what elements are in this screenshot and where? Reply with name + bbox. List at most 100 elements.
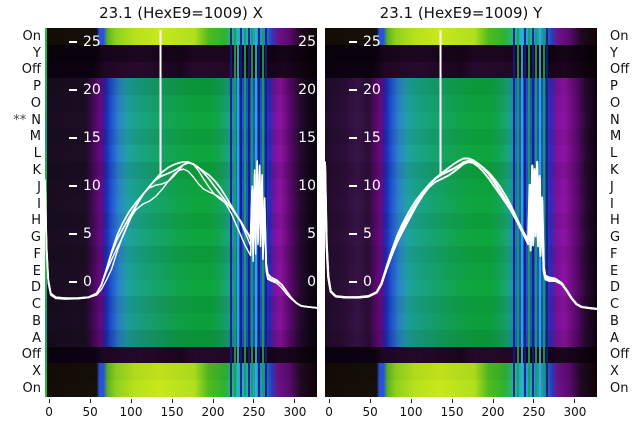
heatmap-stripe: [265, 28, 267, 397]
y-tick-label: 25: [349, 34, 381, 50]
row-label: G: [610, 230, 621, 246]
heatmap-stripe: [524, 28, 526, 397]
heatmap-stripe: [546, 28, 548, 397]
y-tick-label-right: 0: [307, 274, 316, 290]
row-label: O: [610, 95, 621, 111]
row-label: K: [32, 163, 41, 178]
y-tick-label: 5: [69, 226, 92, 242]
row-label: I: [37, 196, 41, 212]
row-label: G: [30, 230, 41, 246]
tick-dash: [69, 281, 77, 283]
x-tick-label: 300: [283, 405, 307, 419]
x-tick-mark: [328, 399, 330, 403]
x-tick-mark: [294, 399, 296, 403]
row-label: D: [30, 280, 41, 296]
signal-traces: [325, 30, 597, 311]
x-tick-mark: [89, 399, 91, 403]
x-tick-label: 300: [563, 405, 587, 419]
x-tick-mark: [533, 399, 535, 403]
row-label: On: [22, 380, 41, 396]
trace-line: [45, 168, 317, 309]
row-label: X: [610, 364, 619, 380]
y-tick-label: 20: [69, 82, 101, 98]
x-tick-label: 250: [242, 405, 266, 419]
y-tick-label-right: 15: [298, 129, 316, 146]
heatmap-stripe: [237, 28, 239, 397]
tick-dash: [349, 185, 357, 187]
x-axis-left: 0 50 100 150 200 250 300: [45, 397, 317, 427]
x-tick-mark: [410, 399, 412, 403]
x-tick-label: 50: [82, 405, 98, 419]
y-tick-label: 10: [69, 178, 101, 194]
tick-dash: [349, 233, 357, 235]
x-tick-mark: [253, 399, 255, 403]
row-marker: **: [13, 112, 27, 128]
x-tick-mark: [492, 399, 494, 403]
row-label: N: [610, 112, 620, 128]
x-tick-label: 50: [362, 405, 378, 419]
x-tick-mark: [48, 399, 50, 403]
x-tick-label: 100: [119, 405, 143, 419]
y-tick-label: 5: [349, 226, 372, 242]
y-tick-label-right: 20: [298, 81, 316, 98]
row-label: Y: [610, 45, 618, 61]
x-tick-mark: [130, 399, 132, 403]
row-label: On: [610, 380, 629, 396]
x-tick-label: 200: [201, 405, 225, 419]
x-tick-mark: [171, 399, 173, 403]
row-label: L: [610, 146, 618, 162]
tick-dash: [349, 89, 357, 91]
x-tick-label: 200: [481, 405, 505, 419]
row-label: Off: [610, 347, 630, 363]
x-tick-mark: [574, 399, 576, 403]
row-label: On: [22, 28, 41, 44]
right-axis-labels: On Y Off P O N M L K J I H G F E D C B A Off X On: [610, 28, 640, 397]
row-label: O: [30, 95, 41, 111]
row-label: Off: [610, 62, 630, 78]
heatmap-panel-y: 25 20 15 10 5 0: [325, 28, 597, 397]
y-tick-label: 0: [69, 274, 92, 290]
row-label: H: [31, 213, 41, 229]
tick-dash: [69, 233, 77, 235]
row-label: On: [610, 28, 629, 44]
y-tick-label: 10: [349, 178, 381, 194]
heatmap-stripe: [248, 28, 250, 397]
row-label: Off: [21, 62, 41, 78]
y-tick-label: 15: [69, 130, 101, 146]
row-label: B: [32, 313, 41, 329]
trace-line: [325, 157, 597, 310]
y-tick-label-right: 10: [298, 178, 316, 194]
heatmap-stripe: [543, 28, 545, 397]
row-label: D: [610, 280, 621, 296]
x-tick-label: 250: [522, 405, 546, 419]
row-label: C: [610, 297, 620, 313]
row-label: E: [610, 263, 619, 279]
row-label: H: [610, 213, 620, 229]
x-tick-mark: [451, 399, 453, 403]
tick-dash: [69, 41, 77, 43]
row-label: Off: [21, 347, 41, 363]
tick-dash: [69, 89, 77, 91]
y-tick-label-right: 25: [298, 33, 316, 50]
heatmap-stripe: [244, 28, 246, 397]
tick-dash: [349, 137, 357, 139]
right-panel-title: 23.1 (HexE9=1009) Y: [379, 4, 543, 22]
x-tick-mark: [369, 399, 371, 403]
row-label: M: [29, 129, 41, 145]
y-tick-label: 0: [349, 274, 372, 290]
heatmap-stripe: [517, 28, 519, 397]
row-label: L: [33, 146, 41, 162]
y-tick-label: 15: [349, 130, 381, 146]
x-axis-right: 0 50 100 150 200 250 300: [325, 397, 597, 427]
row-label: C: [31, 297, 41, 313]
trace-line: [45, 160, 317, 309]
row-label: I: [610, 196, 614, 212]
row-label: P: [610, 79, 618, 95]
row-label: Y: [33, 45, 41, 61]
heatmap-stripe: [240, 28, 242, 397]
row-label: X: [32, 364, 41, 380]
x-tick-label: 100: [399, 405, 423, 419]
row-label: ** N: [13, 112, 41, 128]
row-label: F: [33, 246, 41, 262]
